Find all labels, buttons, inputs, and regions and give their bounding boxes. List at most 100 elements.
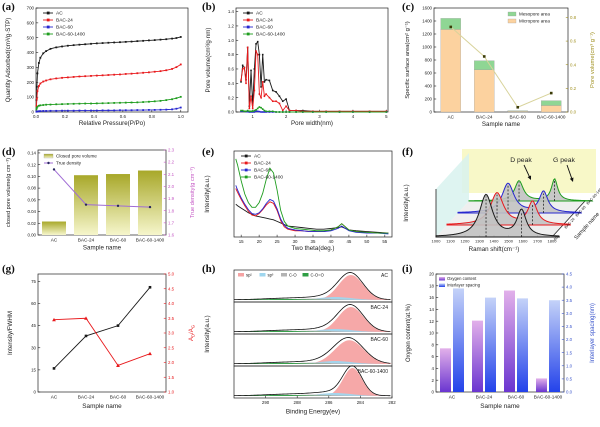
svg-text:0.0: 0.0 xyxy=(228,110,235,115)
svg-text:0.5: 0.5 xyxy=(566,376,573,381)
svg-text:D peak: D peak xyxy=(510,157,532,164)
svg-text:2: 2 xyxy=(432,378,435,383)
svg-text:60: 60 xyxy=(31,301,36,306)
svg-text:3.5: 3.5 xyxy=(168,316,175,321)
chart-h-xps-c1s-spectra: AC BAC-24 BAC-60 BAC-60-1400 sp² sp³ C-O C-O=O 2… xyxy=(204,269,396,416)
svg-text:2.0: 2.0 xyxy=(168,184,175,189)
svg-text:BAC-60: BAC-60 xyxy=(256,25,273,31)
svg-text:1800: 1800 xyxy=(548,239,558,244)
svg-text:18: 18 xyxy=(429,283,434,288)
panel-b-label: (b) xyxy=(202,1,216,13)
svg-text:Intensity(a.u.): Intensity(a.u.) xyxy=(403,184,410,222)
svg-text:1.5: 1.5 xyxy=(566,350,573,355)
svg-text:AC: AC xyxy=(256,11,263,17)
svg-text:Raman shift(cm⁻¹): Raman shift(cm⁻¹) xyxy=(469,246,520,253)
chart-f-raman-waterfall: 1000 1100 1200 1300 1400 1500 1600 1700 1800 BAC-… xyxy=(403,149,600,253)
svg-text:5: 5 xyxy=(385,114,388,119)
svg-text:BAC-60-1400: BAC-60-1400 xyxy=(534,395,563,400)
svg-text:Relative Pressure(P/Po): Relative Pressure(P/Po) xyxy=(79,120,145,127)
svg-text:4.5: 4.5 xyxy=(566,272,573,277)
svg-text:286: 286 xyxy=(325,400,333,405)
svg-text:0.4: 0.4 xyxy=(570,62,577,67)
svg-text:1600: 1600 xyxy=(422,6,432,11)
svg-text:AC: AC xyxy=(447,115,454,120)
svg-text:Quantity Adsorbed(cm³/g·STP): Quantity Adsorbed(cm³/g·STP) xyxy=(5,18,12,103)
svg-text:300: 300 xyxy=(27,65,35,70)
panel-h-label: (h) xyxy=(202,263,216,275)
svg-text:BAC-24: BAC-24 xyxy=(56,18,73,24)
svg-text:4: 4 xyxy=(432,366,435,371)
svg-text:AC: AC xyxy=(449,395,456,400)
svg-text:AD/AG: AD/AG xyxy=(189,325,195,341)
svg-text:BAC-60-1400: BAC-60-1400 xyxy=(256,32,285,38)
svg-text:0.0: 0.0 xyxy=(33,114,40,119)
chart-g-fwhm-ratio-lines: 0 15 30 45 60 75 1.0 1.5 2.0 2.5 3.0 3.5 4.0 4.5 5.0 AC… xyxy=(7,272,195,410)
svg-text:4: 4 xyxy=(352,114,355,119)
svg-text:BAC-60: BAC-60 xyxy=(56,25,73,31)
svg-text:600: 600 xyxy=(27,20,35,25)
svg-text:700: 700 xyxy=(27,6,35,11)
svg-text:1400: 1400 xyxy=(490,239,500,244)
svg-text:0.2: 0.2 xyxy=(570,86,577,91)
svg-text:1200: 1200 xyxy=(461,239,471,244)
svg-text:288: 288 xyxy=(294,400,302,405)
svg-text:0: 0 xyxy=(34,390,37,395)
svg-text:AC: AC xyxy=(51,395,58,400)
svg-text:0: 0 xyxy=(32,110,35,115)
svg-text:1000: 1000 xyxy=(432,239,442,244)
svg-text:3: 3 xyxy=(318,114,321,119)
svg-text:50: 50 xyxy=(364,239,369,244)
svg-text:0.06: 0.06 xyxy=(27,197,36,202)
svg-text:20: 20 xyxy=(429,272,434,277)
svg-text:4.0: 4.0 xyxy=(168,301,175,306)
svg-text:BAC-24: BAC-24 xyxy=(476,115,493,120)
svg-text:400: 400 xyxy=(27,50,35,55)
svg-text:Sample name: Sample name xyxy=(482,121,521,128)
svg-text:BAC-60: BAC-60 xyxy=(508,395,525,400)
svg-text:AC: AC xyxy=(254,154,261,160)
panel-f-label: (f) xyxy=(402,146,413,158)
svg-text:BAC-60-1400: BAC-60-1400 xyxy=(254,175,283,181)
chart-b-pore-size-distribution: 0.0 0.2 0.4 0.6 0.8 1.0 1.2 1.4 1 2 3 4 5 Pore width(… xyxy=(205,7,389,127)
svg-text:0.6: 0.6 xyxy=(228,67,235,72)
svg-text:0.04: 0.04 xyxy=(27,209,36,214)
panel-c-label: (c) xyxy=(402,1,415,13)
svg-text:15: 15 xyxy=(239,239,244,244)
svg-text:BAC-60-1400: BAC-60-1400 xyxy=(56,32,85,38)
svg-text:BAC-60: BAC-60 xyxy=(370,337,388,343)
svg-text:Oxygen content(at.%): Oxygen content(at.%) xyxy=(406,304,412,362)
svg-text:1300: 1300 xyxy=(475,239,485,244)
svg-text:2.0: 2.0 xyxy=(566,337,573,342)
panel-f: (f) 1000 1100 1200 1300 1400 1500 1600 1700 1800… xyxy=(400,145,600,262)
svg-text:0.4: 0.4 xyxy=(91,114,98,119)
svg-text:0.6: 0.6 xyxy=(120,114,127,119)
svg-text:15: 15 xyxy=(31,367,36,372)
svg-text:5.0: 5.0 xyxy=(168,272,175,277)
svg-text:0.14: 0.14 xyxy=(27,151,36,156)
svg-text:284: 284 xyxy=(357,400,365,405)
svg-text:sp²: sp² xyxy=(246,272,252,277)
svg-text:75: 75 xyxy=(31,279,36,284)
panel-e: (e) 15 20 25 30 35 40 45 50 55 Two theta(deg.) Int… xyxy=(200,145,400,262)
svg-text:0.8: 0.8 xyxy=(228,52,235,57)
svg-text:Pore width(nm): Pore width(nm) xyxy=(291,120,333,127)
svg-text:0: 0 xyxy=(432,390,435,395)
svg-text:Sample name: Sample name xyxy=(82,403,122,410)
svg-text:BAC-60: BAC-60 xyxy=(510,115,527,120)
svg-text:10: 10 xyxy=(429,331,434,336)
svg-text:Closed pore volume: Closed pore volume xyxy=(56,154,97,159)
svg-text:6: 6 xyxy=(432,354,435,359)
svg-text:Micropore area: Micropore area xyxy=(519,19,550,24)
svg-text:BAC-24: BAC-24 xyxy=(254,161,271,167)
panel-d: (d) 0.00 0.02 0.04 0.06 0.08 0.10 0.12 0.14 1.6 1… xyxy=(0,145,200,262)
svg-text:Intensity(a.u.): Intensity(a.u.) xyxy=(204,175,211,213)
svg-text:600: 600 xyxy=(425,71,433,76)
svg-text:2.5: 2.5 xyxy=(168,345,175,350)
chart-c-surface-area-bars: 0 200 400 600 800 1000 1200 1400 1600 0.0 0.2 0.4 0.… xyxy=(405,6,596,128)
chart-e-xrd-patterns: 15 20 25 30 35 40 45 50 55 Two theta(deg.) Intensi… xyxy=(204,150,393,252)
svg-text:0.2: 0.2 xyxy=(228,95,235,100)
svg-text:30: 30 xyxy=(31,345,36,350)
svg-text:Interlayer spacing(nm): Interlayer spacing(nm) xyxy=(590,303,596,363)
svg-text:Pore volume(cm³ g⁻¹): Pore volume(cm³ g⁻¹) xyxy=(590,32,596,88)
